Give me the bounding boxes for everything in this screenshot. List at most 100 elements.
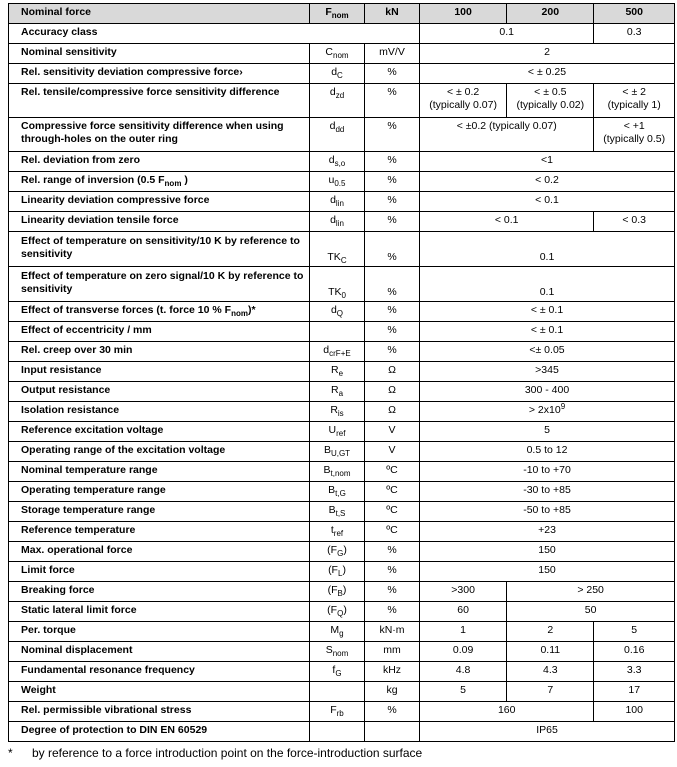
value-cell: 100 xyxy=(593,701,675,722)
value-cell: -30 to +85 xyxy=(419,481,675,502)
table-row: Nominal displacement Snom mm 0.09 0.11 0.16 xyxy=(8,641,675,662)
value-cell: 0.11 xyxy=(506,641,595,662)
value-cell: < ± 0.25 xyxy=(419,63,675,84)
value-cell: < ±0.2 (typically 0.07) xyxy=(418,117,595,152)
symbol-subscript: g xyxy=(339,629,344,638)
symbol: Bt,G xyxy=(328,484,346,498)
symbol-cell: Bt,S xyxy=(309,501,365,522)
symbol: Re xyxy=(330,364,344,378)
symbol-cell: TK0 xyxy=(309,266,365,302)
symbol-subscript: e xyxy=(338,369,344,378)
value-cell: > 2x109 xyxy=(419,401,675,422)
symbol-cell: Fnom xyxy=(309,3,365,24)
table-row: Linearity deviation tensile force dlin% < … xyxy=(8,211,675,232)
value-cell: 4.8 xyxy=(418,661,508,682)
symbol-subscript: nom xyxy=(333,51,349,60)
parameter-cell: Nominal sensitivity xyxy=(8,43,310,64)
symbol-subscript: L xyxy=(337,569,343,578)
symbol-cell: (FB) xyxy=(309,581,365,602)
unit-cell: % xyxy=(364,561,420,582)
symbol: Bt,S xyxy=(328,504,346,518)
parameter-cell: Static lateral limit force xyxy=(8,601,310,622)
symbol-cell: (FQ) xyxy=(309,601,365,622)
value-cell: < ± 0.5 (typically 0.02) xyxy=(506,83,595,118)
value-cell: 500 xyxy=(593,3,675,24)
symbol-cell: ds,o xyxy=(309,151,365,172)
symbol: Ris xyxy=(330,404,344,418)
symbol-subscript: Q xyxy=(337,609,344,618)
value-cell: -50 to +85 xyxy=(419,501,675,522)
unit-cell: % xyxy=(364,341,420,362)
table-row: Breaking force (FB)% >300 > 250 xyxy=(8,581,675,602)
unit-cell: % xyxy=(364,541,420,562)
parameter-cell: Rel. deviation from zero xyxy=(8,151,310,172)
symbol: u0.5 xyxy=(328,174,346,188)
parameter-name: Storage temperature range xyxy=(21,504,156,516)
unit-cell: mV/V xyxy=(364,43,420,64)
parameter-name: Max. operational force xyxy=(21,544,133,556)
parameter-cell: Effect of temperature on zero signal/10 … xyxy=(8,266,310,302)
symbol-subscript: t,G xyxy=(335,489,346,498)
symbol: ds,o xyxy=(328,154,346,168)
parameter-name: Effect of temperature on zero signal/10 … xyxy=(21,270,304,295)
table-row: Input resistance Re Ω >345 xyxy=(8,361,675,382)
symbol-subscript: U,GT xyxy=(330,449,351,458)
parameter-name: Rel. sensitivity deviation compressive f… xyxy=(21,66,243,78)
parameter-cell: Rel. range of inversion (0.5 Fnom ) xyxy=(8,171,310,192)
parameter-name: Nominal displacement xyxy=(21,644,133,656)
symbol-cell: Bt,nom xyxy=(309,461,365,482)
parameter-name: Accuracy class xyxy=(21,26,98,38)
parameter-cell: Isolation resistance xyxy=(8,401,310,422)
symbol: BU,GT xyxy=(323,444,351,458)
parameter-name: Rel. tensile/compressive force sensitivi… xyxy=(21,86,280,98)
parameter-name: Compressive force sensitivity difference… xyxy=(21,120,284,145)
parameter-cell: Rel. permissible vibrational stress xyxy=(8,701,310,722)
value-cell: 3.3 xyxy=(593,661,675,682)
value-cell: 5 xyxy=(593,621,675,642)
unit-cell: kN·m xyxy=(364,621,420,642)
unit-cell: % xyxy=(364,211,420,232)
symbol: dlin xyxy=(330,194,344,208)
parameter-cell: Effect of eccentricity / mm xyxy=(8,321,310,342)
unit-cell: kN xyxy=(364,3,420,24)
symbol: dC xyxy=(331,66,343,80)
symbol: TKC xyxy=(327,251,347,265)
parameter-cell: Linearity deviation compressive force xyxy=(8,191,310,212)
value-cell: 7 xyxy=(506,681,595,702)
symbol-cell: Ra xyxy=(309,381,365,402)
footnote: * by reference to a force introduction po… xyxy=(8,746,675,761)
symbol-cell: Re xyxy=(309,361,365,382)
unit-cell: % xyxy=(364,231,420,267)
symbol-cell: dlin xyxy=(309,191,365,212)
symbol-cell: BU,GT xyxy=(309,441,365,462)
unit-cell: % xyxy=(364,117,420,152)
value-cell: 2 xyxy=(419,43,675,64)
table-row: Accuracy class 0.1 0.3 xyxy=(8,23,675,44)
table-row: Effect of transverse forces (t. force 10… xyxy=(8,301,675,322)
symbol-subscript: s,o xyxy=(334,159,346,168)
value-cell: -10 to +70 xyxy=(419,461,675,482)
table-row: Nominal sensitivity Cnom mV/V 2 xyxy=(8,43,675,64)
unit-cell: mm xyxy=(364,641,420,662)
symbol-cell: dQ xyxy=(309,301,365,322)
value-cell: 150 xyxy=(419,561,675,582)
value-cell: 60 xyxy=(418,601,508,622)
symbol-cell: Mg xyxy=(309,621,365,642)
unit-cell: Ω xyxy=(364,381,420,402)
symbol-cell: ddd xyxy=(309,117,365,152)
symbol-cell: Ris xyxy=(309,401,365,422)
value-cell: <± 0.05 xyxy=(419,341,675,362)
symbol-cell: TKC xyxy=(309,231,365,267)
unit-cell: kHz xyxy=(364,661,420,682)
parameter-cell: Storage temperature range xyxy=(8,501,310,522)
parameter-name: Operating temperature range xyxy=(21,484,166,496)
symbol-subscript: G xyxy=(337,549,344,558)
unit-cell: Ω xyxy=(364,401,420,422)
symbol: fG xyxy=(332,664,342,678)
value-cell: 0.16 xyxy=(593,641,675,662)
value-cell: 300 - 400 xyxy=(419,381,675,402)
value-cell: < 0.1 xyxy=(419,191,675,212)
symbol-subscript: nom xyxy=(332,649,349,658)
symbol-subscript: a xyxy=(338,389,344,398)
